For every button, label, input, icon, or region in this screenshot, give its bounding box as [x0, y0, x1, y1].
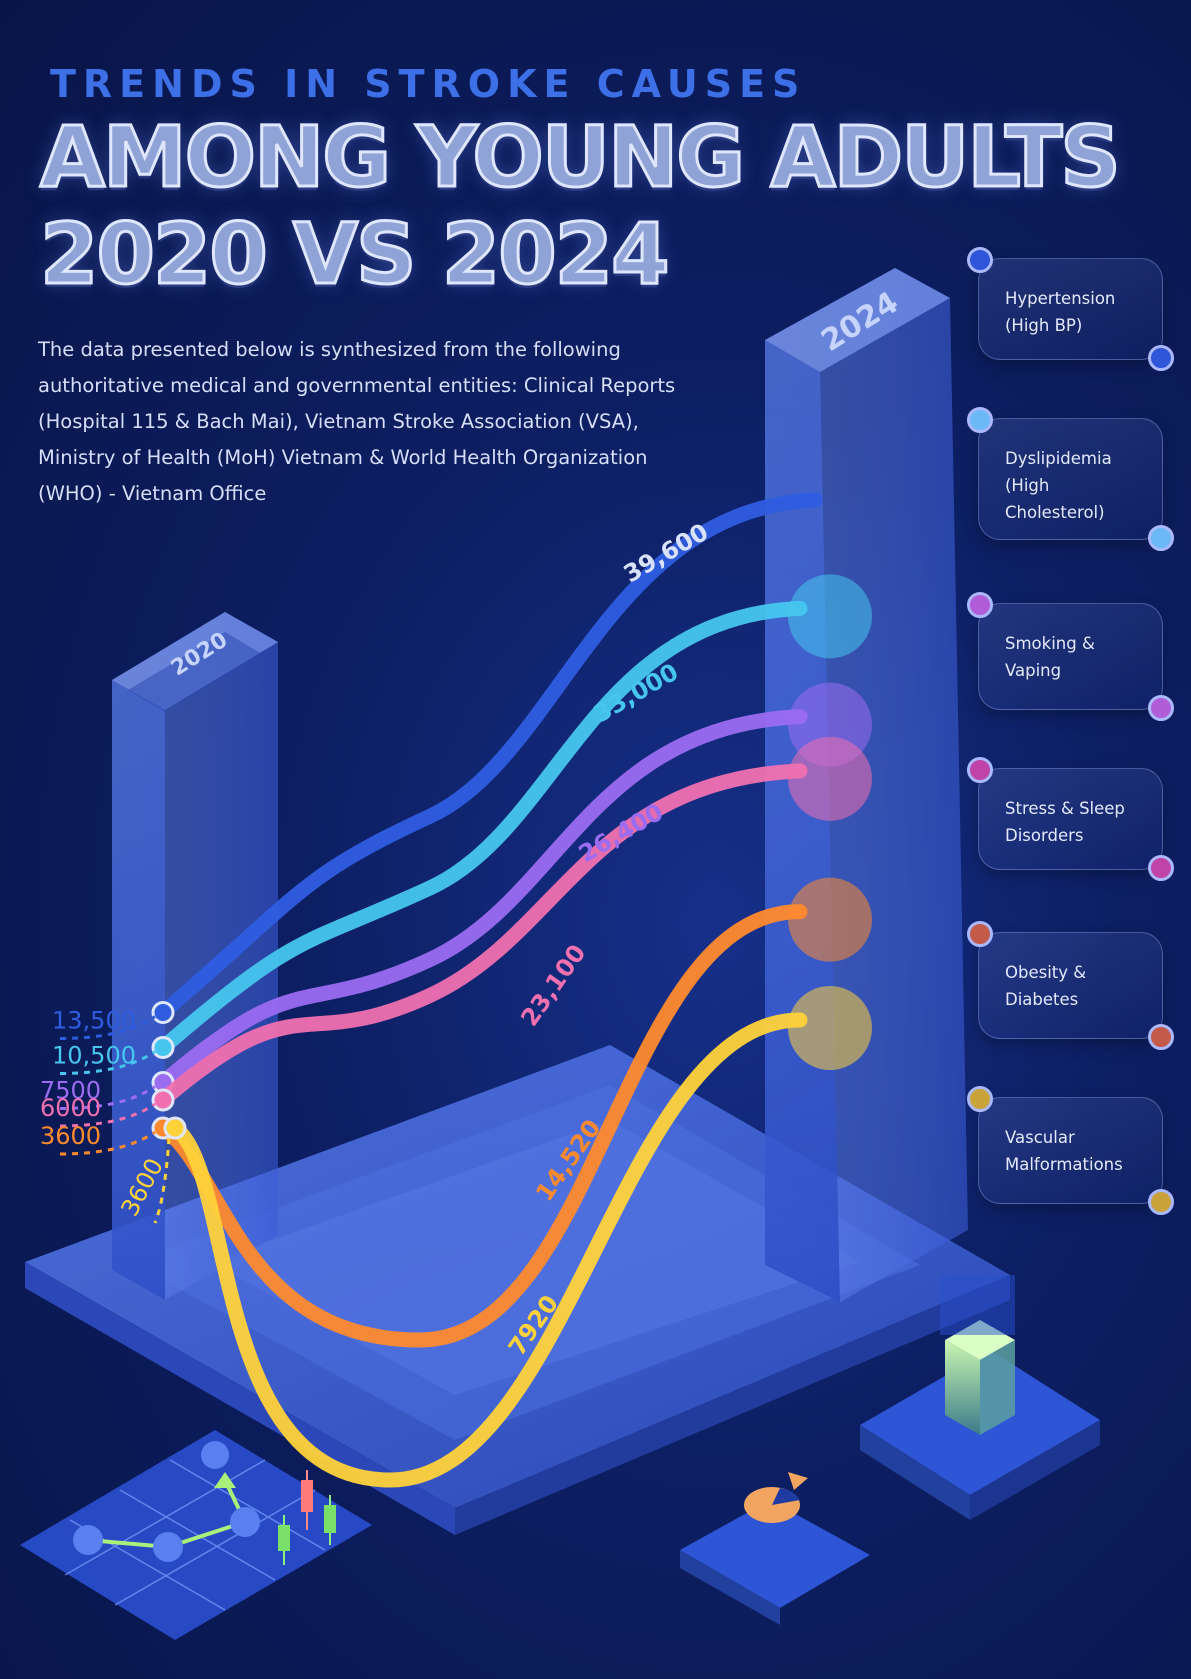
legend-swatch-icon: [967, 757, 993, 783]
series-layer: [151, 492, 872, 1488]
legend-label: Hypertension (High BP): [1005, 289, 1116, 335]
legend-item-5: Obesity & Diabetes: [967, 921, 1174, 1050]
pillar-2024-top: [765, 268, 950, 372]
legend-swatch-icon: [1148, 345, 1174, 371]
candlestick-icon: [278, 1470, 336, 1565]
series-start-leader-4: [59, 1102, 156, 1128]
legend-swatch-icon: [1148, 695, 1174, 721]
series-line-1: [155, 492, 823, 1020]
legend-item-2: Dyslipidemia (High Cholesterol): [967, 407, 1174, 551]
legend-label: Stress & Sleep Disorders: [1005, 799, 1125, 845]
legend-swatch-icon: [967, 592, 993, 618]
cube-column: [940, 1275, 1015, 1335]
tile-arrow-head: [214, 1472, 236, 1488]
legend-item-4: Stress & Sleep Disorders: [967, 757, 1174, 881]
series-line-6: [167, 1012, 808, 1488]
series-start-leader-2: [59, 1050, 156, 1075]
series-line-2: [155, 600, 808, 1055]
series-start-label-4: 6000: [40, 1094, 101, 1122]
series-start-leader-3: [59, 1085, 156, 1110]
cube-pedestal-icon: [945, 1320, 1015, 1435]
tile-sphere-1: [73, 1525, 103, 1555]
tile-sphere-3: [230, 1507, 260, 1537]
series-line-4: [155, 763, 808, 1108]
legend-swatch-icon: [967, 407, 993, 433]
chart-title-line-2: 2020 VS 2024: [39, 204, 672, 305]
chart-title-line-1: AMONG YOUNG ADULTS: [39, 107, 1123, 208]
pie-chart-icon: [744, 1472, 808, 1523]
legend-item-6: Vascular Malformations: [967, 1086, 1174, 1215]
series-end-point-4: [788, 736, 872, 821]
series-start-leader-5: [59, 1130, 156, 1156]
series-start-point-1: [151, 1001, 175, 1024]
legend-swatch-icon: [967, 921, 993, 947]
tile-left: [20, 1430, 372, 1640]
series-end-label-1: 39,600: [619, 518, 713, 589]
series-start-point-2: [151, 1036, 175, 1059]
legend-label: Dyslipidemia (High Cholesterol): [1005, 449, 1112, 522]
cube-pedestal-side-right: [970, 1420, 1100, 1520]
series-end-point-5: [788, 877, 872, 962]
series-start-point-6: [163, 1116, 187, 1140]
tile-trend-line: [87, 1479, 248, 1550]
pie-pedestal: [680, 1500, 870, 1608]
legend-item-1: Hypertension (High BP): [967, 247, 1174, 371]
series-end-point-2: [788, 574, 872, 659]
tile-sphere-2: [153, 1532, 183, 1562]
pillar-2020-slot: [128, 632, 262, 712]
legend-label: Vascular Malformations: [1005, 1128, 1123, 1174]
series-start-label-3: 7500: [40, 1077, 101, 1105]
legend-swatch-icon: [967, 247, 993, 273]
platform-front-right: [455, 1275, 1010, 1535]
series-start-leader-6: [153, 1137, 171, 1224]
legend-swatch-icon: [967, 1086, 993, 1112]
legend-swatch-icon: [1148, 525, 1174, 551]
series-start-label-2: 10,500: [52, 1042, 136, 1070]
series-start-label-1: 13,500: [52, 1007, 136, 1035]
series-start-point-4: [151, 1088, 175, 1112]
series-line-5: [155, 904, 808, 1348]
series-line-3: [155, 709, 808, 1090]
legend-swatch-icon: [1148, 1024, 1174, 1050]
tile-sphere-4: [201, 1441, 229, 1469]
series-end-point-6: [788, 986, 872, 1070]
series-start-leader-1: [59, 1015, 156, 1040]
legend-label: Smoking & Vaping: [1005, 634, 1095, 680]
series-end-label-4: 23,100: [515, 939, 591, 1031]
legend-swatch-icon: [1148, 1189, 1174, 1215]
series-start-label-5: 3600: [40, 1122, 101, 1150]
legend-label: Obesity & Diabetes: [1005, 963, 1087, 1009]
platform-inner: [130, 1085, 920, 1440]
chart-eyebrow-title: TRENDS IN STROKE CAUSES: [50, 62, 807, 106]
source-description: The data presented below is synthesized …: [38, 338, 676, 505]
cube-pedestal-side: [860, 1425, 970, 1520]
pie-pedestal-side: [680, 1550, 780, 1625]
legend-item-3: Smoking & Vaping: [967, 592, 1174, 721]
legend-swatch-icon: [1148, 855, 1174, 881]
